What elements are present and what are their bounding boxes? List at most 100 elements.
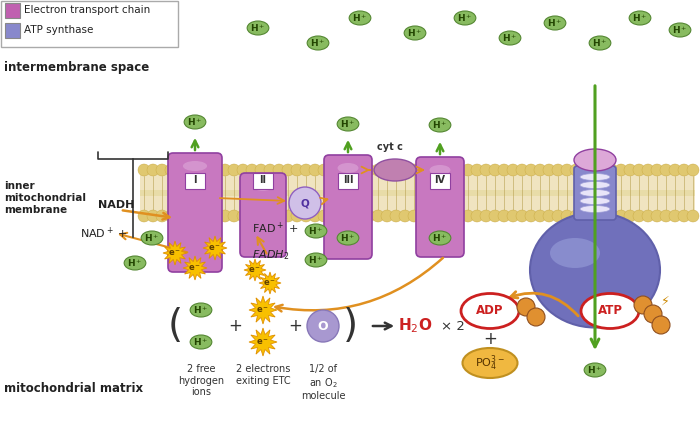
- FancyBboxPatch shape: [185, 173, 205, 189]
- Circle shape: [336, 210, 348, 222]
- Circle shape: [219, 164, 231, 176]
- Circle shape: [327, 164, 339, 176]
- Circle shape: [651, 164, 663, 176]
- Text: O: O: [318, 319, 328, 332]
- Circle shape: [498, 164, 510, 176]
- Ellipse shape: [580, 181, 610, 188]
- Bar: [140, 173, 695, 213]
- Circle shape: [201, 164, 213, 176]
- Ellipse shape: [629, 11, 651, 25]
- Circle shape: [228, 210, 240, 222]
- Circle shape: [644, 305, 662, 323]
- Circle shape: [390, 164, 402, 176]
- Circle shape: [246, 210, 258, 222]
- Ellipse shape: [184, 115, 206, 129]
- Ellipse shape: [463, 348, 517, 378]
- Text: H$^+$: H$^+$: [547, 17, 563, 29]
- Text: cyt c: cyt c: [377, 142, 403, 152]
- FancyBboxPatch shape: [253, 173, 273, 189]
- Text: ⚡: ⚡: [661, 294, 669, 307]
- Circle shape: [408, 164, 420, 176]
- Circle shape: [597, 164, 609, 176]
- Ellipse shape: [544, 16, 566, 30]
- Text: ADP: ADP: [476, 304, 504, 318]
- Text: 2 free
hydrogen
ions: 2 free hydrogen ions: [178, 364, 224, 397]
- Circle shape: [660, 164, 672, 176]
- Circle shape: [660, 210, 672, 222]
- Circle shape: [561, 210, 573, 222]
- Circle shape: [534, 210, 546, 222]
- Circle shape: [138, 210, 150, 222]
- Circle shape: [579, 164, 591, 176]
- FancyBboxPatch shape: [1, 1, 178, 47]
- Circle shape: [210, 164, 222, 176]
- Circle shape: [363, 164, 375, 176]
- Circle shape: [669, 164, 681, 176]
- Circle shape: [561, 164, 573, 176]
- FancyBboxPatch shape: [5, 3, 20, 18]
- Ellipse shape: [337, 231, 359, 245]
- Text: H$^+$: H$^+$: [587, 364, 603, 376]
- Circle shape: [300, 164, 312, 176]
- Polygon shape: [249, 296, 277, 324]
- Circle shape: [534, 164, 546, 176]
- Circle shape: [307, 310, 339, 342]
- Text: FAD$^+$ +: FAD$^+$ +: [252, 220, 298, 236]
- Circle shape: [489, 210, 501, 222]
- Circle shape: [552, 164, 564, 176]
- Circle shape: [651, 210, 663, 222]
- Circle shape: [300, 210, 312, 222]
- Text: H$^+$: H$^+$: [592, 37, 608, 49]
- Text: Electron transport chain: Electron transport chain: [24, 5, 150, 15]
- Text: +: +: [483, 330, 497, 348]
- Text: ATP: ATP: [598, 304, 622, 318]
- Circle shape: [570, 210, 582, 222]
- Text: ): ): [342, 307, 358, 345]
- Circle shape: [579, 210, 591, 222]
- Circle shape: [291, 210, 303, 222]
- Circle shape: [219, 210, 231, 222]
- Ellipse shape: [253, 181, 273, 191]
- Text: mitochondrial matrix: mitochondrial matrix: [4, 381, 143, 395]
- FancyBboxPatch shape: [338, 173, 358, 189]
- Circle shape: [634, 296, 652, 314]
- Ellipse shape: [337, 163, 358, 173]
- Bar: [140, 196, 695, 216]
- Polygon shape: [259, 272, 281, 294]
- Circle shape: [390, 210, 402, 222]
- Text: (: (: [167, 307, 183, 345]
- Circle shape: [652, 316, 670, 334]
- Text: H$^+$: H$^+$: [457, 12, 473, 24]
- Bar: [140, 170, 695, 190]
- Ellipse shape: [374, 159, 416, 181]
- Circle shape: [669, 210, 681, 222]
- Circle shape: [507, 210, 519, 222]
- Circle shape: [435, 210, 447, 222]
- Ellipse shape: [454, 11, 476, 25]
- Text: H$^+$: H$^+$: [433, 232, 448, 244]
- Polygon shape: [203, 236, 227, 260]
- Circle shape: [570, 164, 582, 176]
- Circle shape: [444, 210, 456, 222]
- Circle shape: [174, 164, 186, 176]
- Text: e$^-$: e$^-$: [188, 263, 202, 273]
- Text: H$^+$: H$^+$: [193, 336, 209, 348]
- Circle shape: [183, 210, 195, 222]
- Circle shape: [246, 164, 258, 176]
- Ellipse shape: [124, 256, 146, 270]
- FancyBboxPatch shape: [430, 173, 450, 189]
- Circle shape: [543, 164, 555, 176]
- Ellipse shape: [404, 26, 426, 40]
- Text: × 2: × 2: [441, 319, 465, 332]
- FancyBboxPatch shape: [574, 166, 616, 220]
- Ellipse shape: [580, 198, 610, 205]
- Text: H$^+$: H$^+$: [352, 12, 368, 24]
- FancyBboxPatch shape: [324, 155, 372, 259]
- Ellipse shape: [584, 363, 606, 377]
- Circle shape: [498, 210, 510, 222]
- Text: +: +: [288, 317, 302, 335]
- Text: H$^+$: H$^+$: [340, 232, 356, 244]
- Circle shape: [273, 210, 285, 222]
- Circle shape: [480, 210, 492, 222]
- Ellipse shape: [580, 205, 610, 212]
